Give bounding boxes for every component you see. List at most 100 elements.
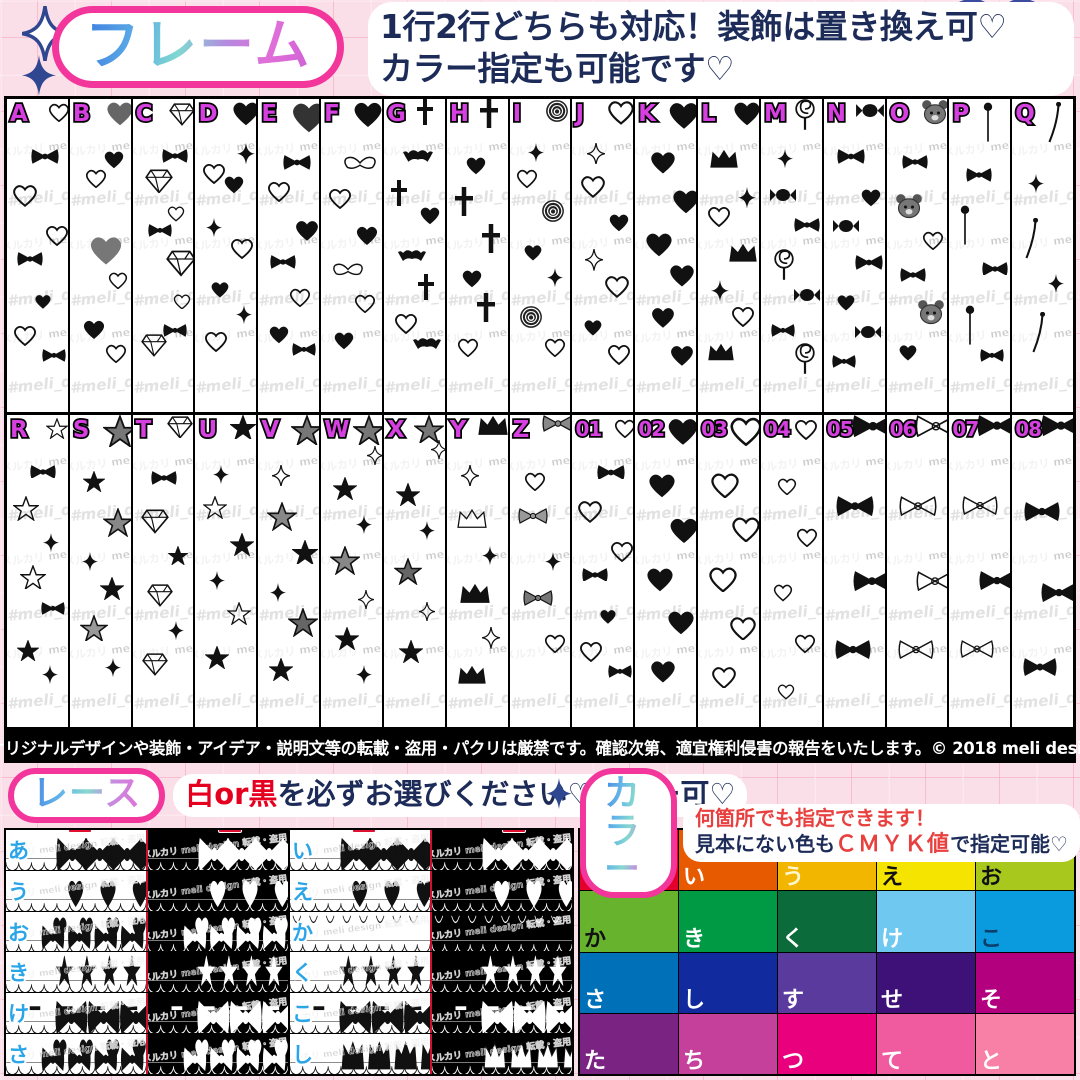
lace-row-あ[interactable]: メルカリ meli design 転載・盗用・持込厳禁白 メルカリ meli d… (6, 830, 288, 871)
color-swatch-つ[interactable]: つ (778, 1013, 877, 1074)
lace-row-き[interactable]: メルカリ meli design 転載・盗用・持込厳禁 メルカリ meli de… (6, 952, 288, 994)
color-swatch-そ[interactable]: そ (976, 952, 1074, 1013)
color-swatch-し[interactable]: し (679, 952, 778, 1013)
color-swatch-け[interactable]: け (877, 891, 976, 952)
frame-cell-label: J (574, 99, 586, 129)
color-swatch-さ[interactable]: さ (580, 952, 679, 1013)
color-swatch-ち[interactable]: ち (679, 1013, 778, 1074)
lace-sample-white[interactable]: メルカリ meli design 転載・盗用・持込厳禁 (6, 952, 146, 993)
lace-sample-white[interactable]: メルカリ meli design 転載・盗用・持込厳禁 (290, 870, 430, 911)
lace-sample-white[interactable]: メルカリ meli design 転載・盗用・持込厳禁 (290, 1034, 430, 1074)
lace-sample-black[interactable]: メルカリ meli design 転載・盗用・持込厳禁 (430, 952, 572, 993)
color-swatch-か[interactable]: か (580, 891, 679, 952)
cross-bat-icon (412, 337, 442, 354)
lace-sample-black[interactable]: メルカリ meli design 転載・盗用・持込厳禁黒 (146, 830, 288, 870)
color-swatch-て[interactable]: て (877, 1013, 976, 1074)
scallop-heart-lace-art (6, 870, 146, 911)
lace-sample-white[interactable]: メルカリ meli design 転載・盗用・持込厳禁 (6, 1034, 146, 1074)
lace-row-さ[interactable]: メルカリ meli design 転載・盗用・持込厳禁 メルカリ meli de… (6, 1034, 288, 1074)
lace-sample-black[interactable]: メルカリ meli design 転載・盗用・持込厳禁 (430, 870, 572, 911)
white-option-badge: 白 (67, 830, 92, 833)
lace-sample-black[interactable]: メルカリ meli design 転載・盗用・持込厳禁 (146, 1034, 288, 1074)
color-swatch-す[interactable]: す (778, 952, 877, 1013)
lace-sample-black[interactable]: メルカリ meli design 転載・盗用・持込厳禁 (146, 993, 288, 1034)
lace-sample-white[interactable]: メルカリ meli design 転載・盗用・持込厳禁白 (6, 830, 146, 870)
star-scallop-lace-art (290, 952, 430, 993)
candy-ribbon-icon (832, 355, 856, 371)
watermark-tag: #meli_design (69, 367, 133, 398)
lace-sample-black[interactable]: メルカリ meli design 転載・盗用・持込厳禁 (430, 993, 572, 1034)
lace-sample-white[interactable]: メルカリ meli design 転載・盗用・持込厳禁 (6, 870, 146, 911)
lace-row-く[interactable]: メルカリ meli design 転載・盗用・持込厳禁 メルカリ meli de… (290, 952, 572, 994)
color-swatch-せ[interactable]: せ (877, 952, 976, 1013)
lace-sample-white[interactable]: メルカリ meli design 転載・盗用・持込厳禁 (6, 993, 146, 1034)
color-swatch-き[interactable]: き (679, 891, 778, 952)
lace-row-え[interactable]: メルカリ meli design 転載・盗用・持込厳禁 メルカリ meli de… (290, 870, 572, 912)
star-shine-icon (397, 638, 424, 666)
lace-sample-black[interactable]: メルカリ meli design 転載・盗用・持込厳禁黒 (430, 830, 572, 870)
lace-row-け[interactable]: メルカリ meli design 転載・盗用・持込厳禁 メルカリ meli de… (6, 993, 288, 1035)
color-swatch-く[interactable]: く (778, 891, 877, 952)
lace-sample-white[interactable]: メルカリ meli design 転載・盗用・持込厳禁 (290, 911, 430, 952)
color-swatch-た[interactable]: た (580, 1013, 679, 1074)
lollipop-candy-icon (794, 342, 816, 377)
lace-sample-black[interactable]: メルカリ meli design 転載・盗用・持込厳禁 (146, 952, 288, 993)
lace-row-お[interactable]: メルカリ meli design 転載・盗用・持込厳禁 メルカリ meli de… (6, 911, 288, 953)
frame-cell-label: C (134, 99, 154, 129)
ribbon-white-icon (898, 639, 934, 662)
lace-sample-white[interactable]: メルカリ meli design 転載・盗用・持込厳禁 (6, 911, 146, 952)
lace-row-い[interactable]: メルカリ meli design 転載・盗用・持込厳禁白 メルカリ meli d… (290, 830, 572, 871)
lace-sample-white[interactable]: メルカリ meli design 転載・盗用・持込厳禁 (290, 952, 430, 993)
lace-row-し[interactable]: メルカリ meli design 転載・盗用・持込厳禁 メルカリ meli de… (290, 1034, 572, 1074)
color-swatch-と[interactable]: と (976, 1013, 1074, 1074)
watermark-text: メルカリ meli design 転載・盗用・持込厳禁 (70, 527, 133, 569)
star-sparkle-icon (328, 544, 361, 578)
heart-sparkle-icon (204, 330, 228, 355)
lace-sample-white[interactable]: メルカリ meli design 転載・盗用・持込厳禁 (290, 993, 430, 1034)
heart-gray-icon (105, 343, 127, 366)
lace-sample-black[interactable]: メルカリ meli design 転載・盗用・持込厳禁 (430, 911, 572, 952)
lace-sample-black[interactable]: メルカリ meli design 転載・盗用・持込厳禁 (146, 870, 288, 911)
color-swatch-こ[interactable]: こ (976, 891, 1074, 952)
lace-row-こ[interactable]: メルカリ meli design 転載・盗用・持込厳禁 メルカリ meli de… (290, 993, 572, 1035)
lace-sample-black[interactable]: メルカリ meli design 転載・盗用・持込厳禁 (146, 911, 288, 952)
lace-row-う[interactable]: メルカリ meli design 転載・盗用・持込厳禁 メルカリ meli de… (6, 870, 288, 912)
lace-row-か[interactable]: メルカリ meli design 転載・盗用・持込厳禁 メルカリ meli de… (290, 911, 572, 953)
lace-sample-white[interactable]: メルカリ meli design 転載・盗用・持込厳禁白 (290, 830, 430, 870)
lace-sample-black[interactable]: メルカリ meli design 転載・盗用・持込厳禁 (430, 1034, 572, 1074)
